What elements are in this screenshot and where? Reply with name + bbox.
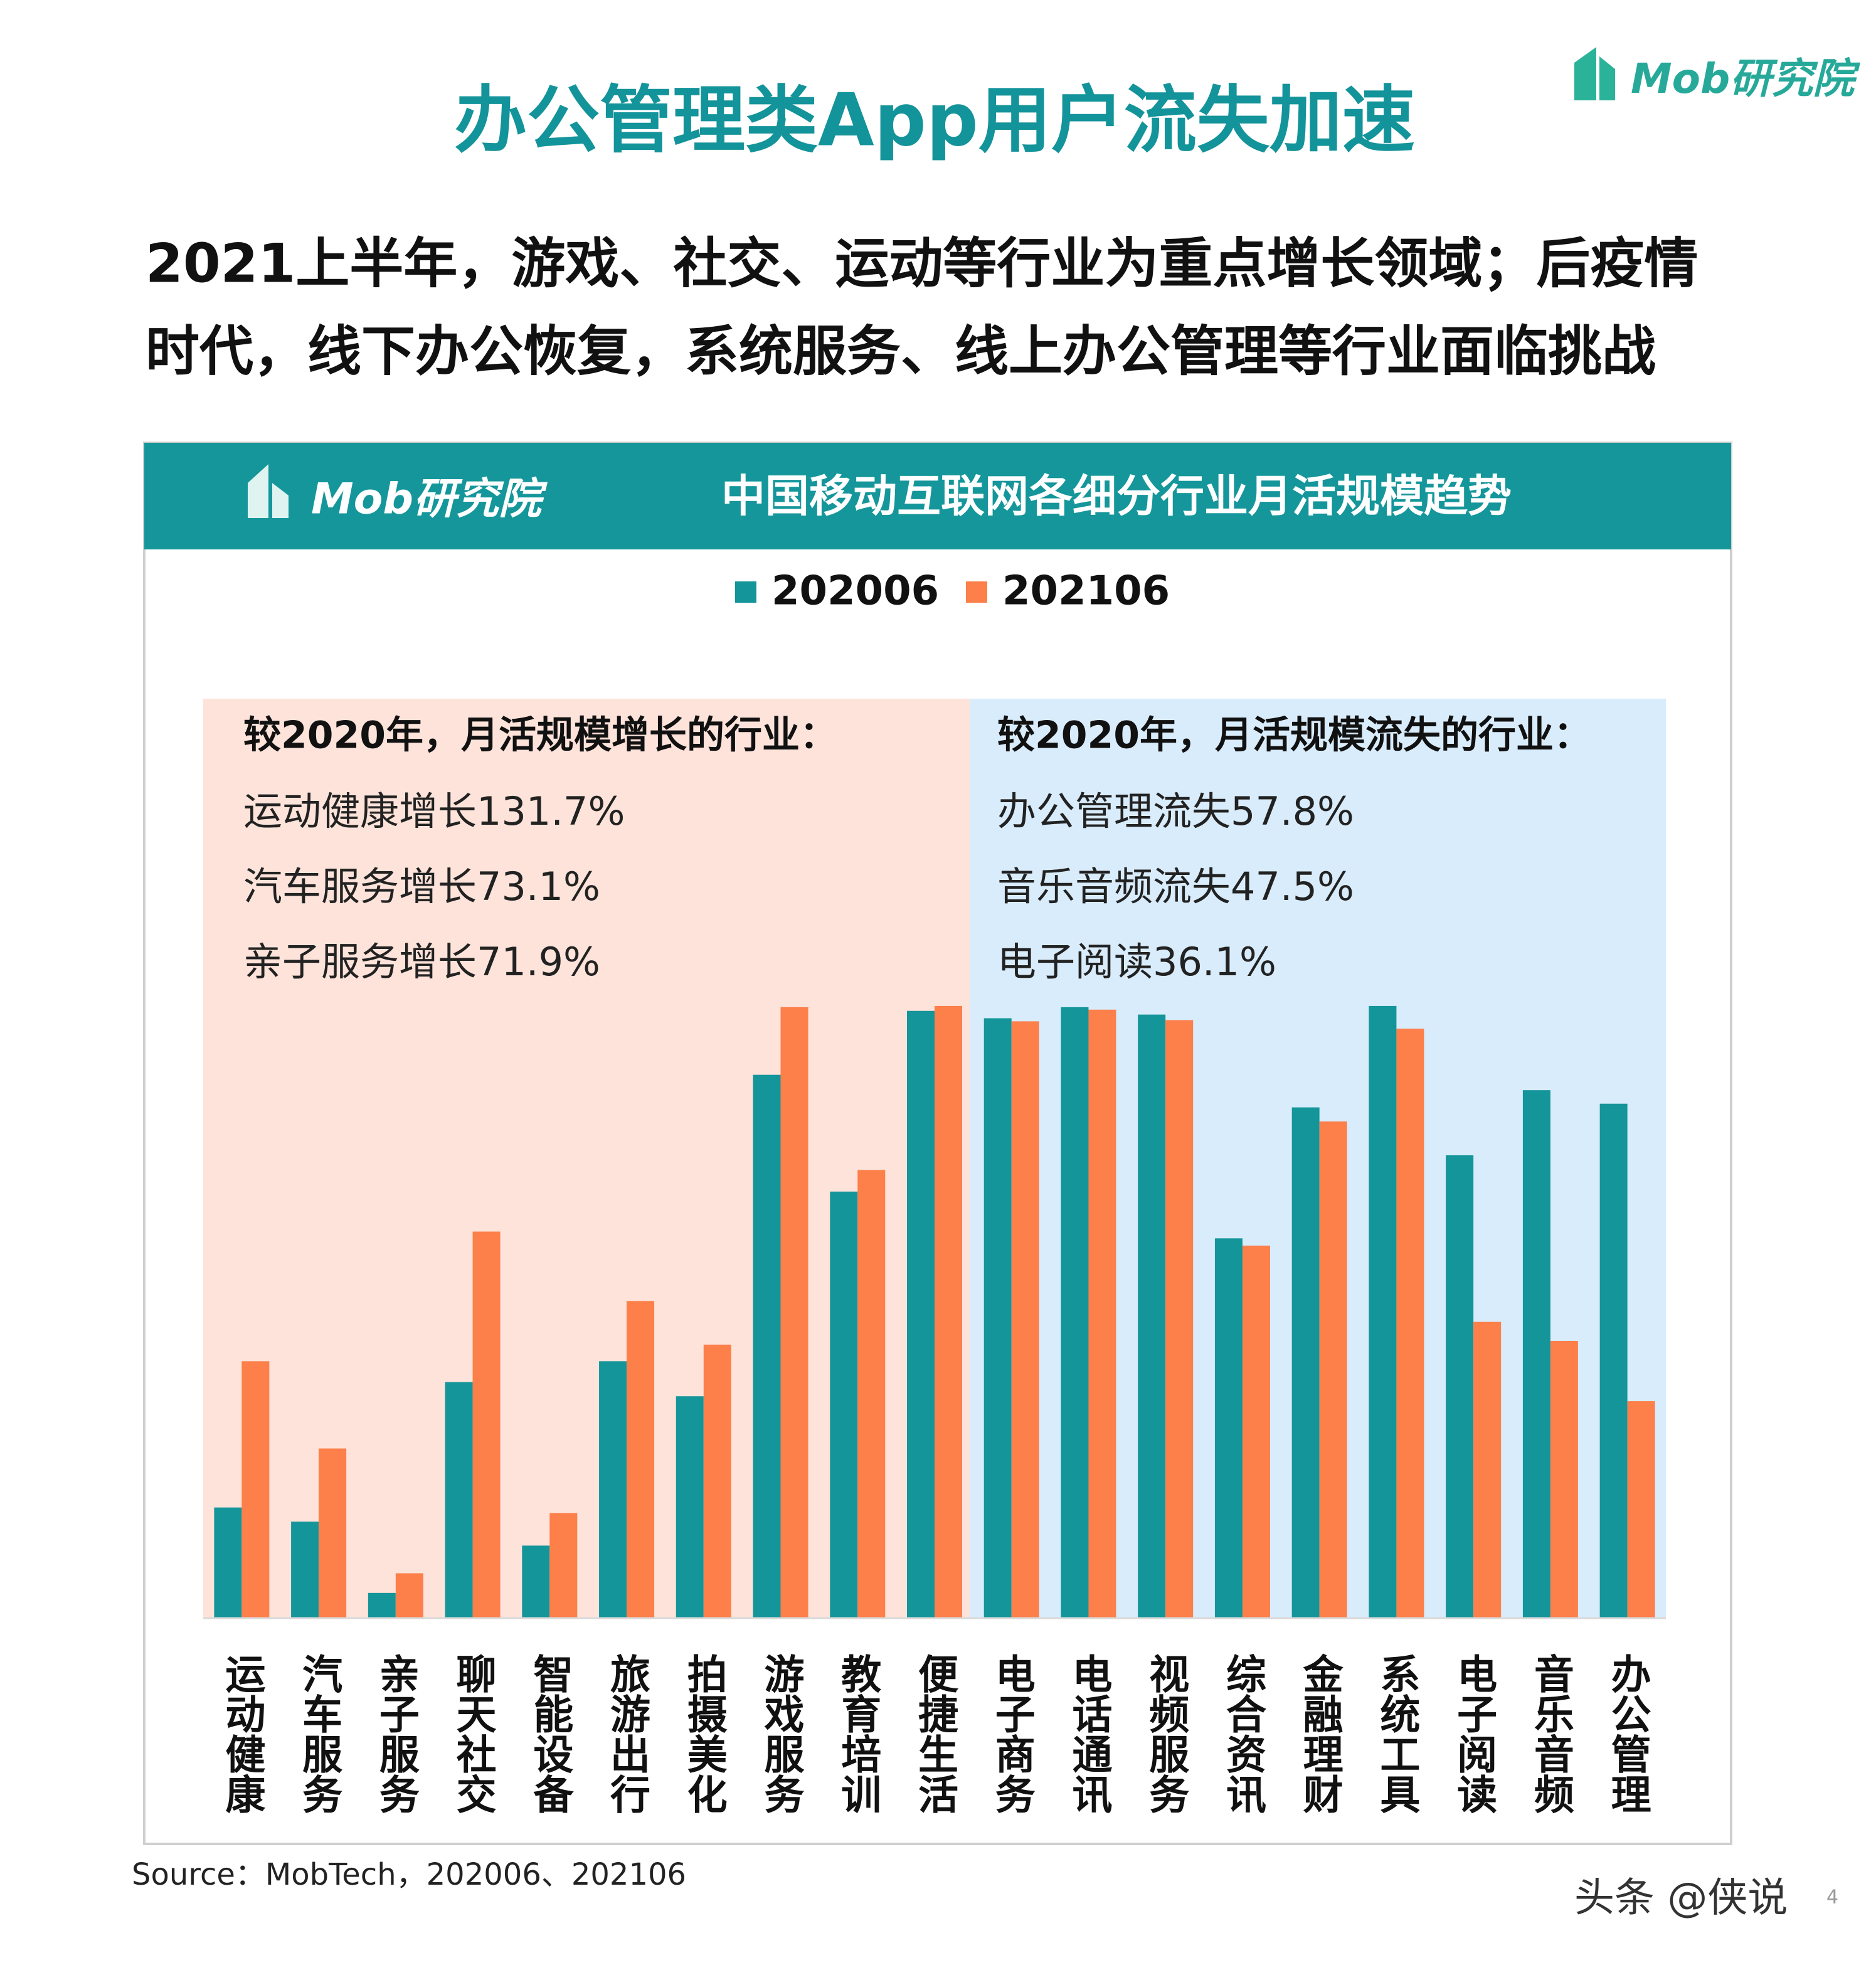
x-tick-label: 音乐音频 (1527, 1653, 1574, 1814)
annotation-item: 电子阅读36.1% (997, 939, 1276, 985)
bar (291, 1522, 319, 1618)
chart-header (144, 443, 1731, 549)
x-tick-label: 旅游出行 (603, 1653, 650, 1814)
header-logo-text: Mob研究院 (311, 475, 548, 524)
bar (1522, 1090, 1550, 1618)
bar (1165, 1020, 1194, 1618)
watermark: 头条 @侠说 (1574, 1875, 1788, 1922)
x-tick-label: 办公管理 (1604, 1653, 1651, 1814)
bar (395, 1573, 423, 1618)
x-tick-label: 系统工具 (1373, 1653, 1420, 1814)
legend-swatch (966, 581, 987, 603)
logo-text: Mob研究院 (1631, 55, 1860, 103)
bar (1396, 1029, 1424, 1618)
x-tick-label: 教育培训 (834, 1653, 881, 1814)
x-tick-label: 拍摄美化 (681, 1653, 728, 1814)
annotation-item: 音乐音频流失47.5% (997, 864, 1354, 909)
bar (522, 1545, 550, 1618)
annotation-item: 汽车服务增长73.1% (243, 864, 600, 909)
bar (1214, 1238, 1243, 1618)
bar (627, 1301, 655, 1618)
bar (549, 1513, 578, 1618)
subtitle-line: 时代，线下办公恢复，系统服务、线上办公管理等行业面临挑战 (146, 320, 1656, 383)
x-tick-label: 智能设备 (526, 1653, 573, 1814)
logo: Mob研究院 (1574, 47, 1860, 103)
bar (1319, 1121, 1347, 1618)
logo-icon (1574, 47, 1615, 100)
header-logo-icon (248, 464, 289, 518)
bar (1088, 1009, 1116, 1618)
x-tick-label: 亲子服务 (373, 1653, 420, 1814)
bar (1599, 1103, 1628, 1618)
bar (1627, 1401, 1655, 1618)
x-tick-label: 电话通讯 (1065, 1653, 1111, 1814)
annotation-item: 办公管理流失57.8% (997, 788, 1354, 834)
legend-label: 202106 (1002, 568, 1170, 615)
bar (472, 1231, 501, 1618)
bar (1291, 1107, 1320, 1618)
bar (1011, 1021, 1039, 1618)
x-tick-label: 游戏服务 (758, 1653, 805, 1814)
bar (1473, 1321, 1502, 1618)
legend: 202006 202106 (735, 568, 1170, 615)
chart-title: 中国移动互联网各细分行业月活规模趋势 (721, 470, 1512, 522)
x-tick-label: 聊天社交 (450, 1653, 497, 1814)
legend-label: 202006 (771, 568, 939, 615)
x-tick-label: 综合资讯 (1219, 1653, 1266, 1814)
annotation-heading: 较2020年，月活规模流失的行业： (997, 714, 1591, 758)
bar (1550, 1341, 1578, 1618)
legend-swatch (735, 581, 756, 603)
bar (1138, 1014, 1166, 1618)
x-tick-label: 汽车服务 (295, 1653, 342, 1814)
page-title: 办公管理类App用户流失加速 (454, 78, 1415, 163)
source: Source：MobTech，202006、202106 (132, 1857, 686, 1892)
subtitle-line: 2021上半年，游戏、社交、运动等行业为重点增长领域；后疫情 (146, 232, 1698, 295)
x-tick-label: 金融理财 (1296, 1653, 1344, 1814)
bar (368, 1592, 396, 1618)
x-tick-label: 运动健康 (218, 1653, 265, 1814)
bar (830, 1191, 858, 1618)
bar (599, 1361, 627, 1618)
plot (214, 1005, 1655, 1618)
bar (935, 1005, 962, 1618)
bar (780, 1007, 808, 1618)
bar (445, 1382, 473, 1618)
bar (753, 1074, 781, 1618)
x-tick-label: 电子商务 (988, 1653, 1035, 1814)
bar (241, 1361, 270, 1618)
bar (319, 1448, 347, 1618)
bar (703, 1344, 731, 1618)
bar (1242, 1246, 1270, 1618)
annotation-item: 亲子服务增长71.9% (243, 939, 600, 985)
bar (857, 1170, 886, 1618)
annotations: 较2020年，月活规模增长的行业： 运动健康增长131.7% 汽车服务增长73.1%… (243, 714, 1591, 985)
annotation-item: 运动健康增长131.7% (243, 788, 625, 834)
bar (1446, 1155, 1474, 1618)
bar (983, 1018, 1012, 1618)
page-number: 4 (1826, 1887, 1838, 1909)
x-tick-label: 视频服务 (1142, 1653, 1189, 1814)
x-tick-label: 电子阅读 (1450, 1653, 1497, 1814)
bar (1061, 1007, 1089, 1618)
annotation-heading: 较2020年，月活规模增长的行业： (243, 714, 837, 758)
x-tick-label: 便捷生活 (911, 1653, 958, 1814)
bar (1369, 1005, 1397, 1618)
bar (676, 1396, 704, 1618)
bar (214, 1507, 242, 1618)
bar (907, 1010, 935, 1618)
